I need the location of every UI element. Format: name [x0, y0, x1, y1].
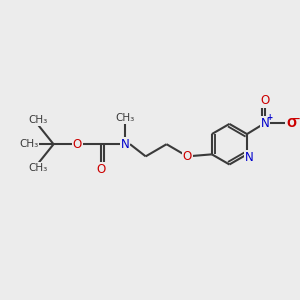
Text: CH₃: CH₃	[29, 116, 48, 125]
Text: −: −	[292, 114, 300, 124]
Text: N: N	[121, 138, 129, 151]
Text: N: N	[261, 117, 269, 130]
Text: O: O	[286, 117, 296, 130]
Text: CH₃: CH₃	[19, 139, 38, 149]
Text: +: +	[266, 113, 272, 122]
Text: O: O	[73, 138, 82, 151]
Text: O: O	[183, 150, 192, 163]
Text: CH₃: CH₃	[29, 163, 48, 173]
Text: N: N	[245, 151, 254, 164]
Text: O: O	[96, 163, 106, 176]
Text: CH₃: CH₃	[115, 113, 134, 123]
Text: O: O	[260, 94, 270, 107]
